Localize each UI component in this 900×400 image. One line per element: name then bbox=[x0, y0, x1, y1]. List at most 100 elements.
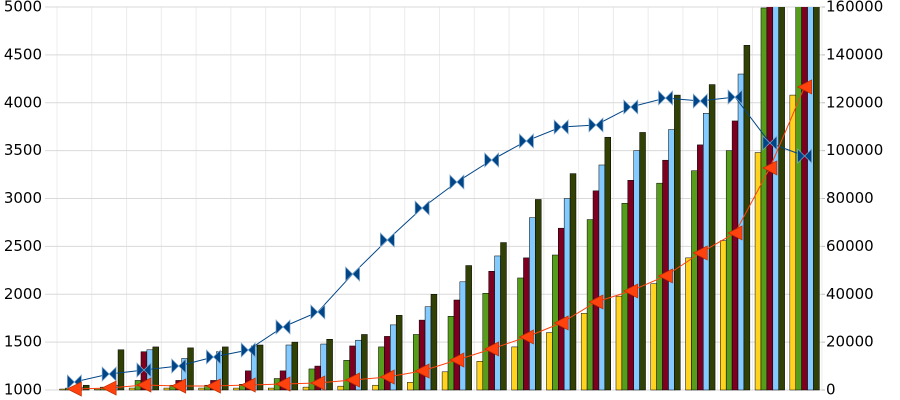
bar bbox=[621, 203, 629, 391]
y-tick-label: 4500 bbox=[4, 45, 42, 63]
bar bbox=[94, 388, 101, 391]
y2-tick-label: 140000 bbox=[826, 45, 883, 63]
y2-tick-label: 40000 bbox=[826, 285, 874, 303]
bar bbox=[476, 361, 484, 391]
marker bbox=[205, 378, 221, 394]
bar bbox=[801, 7, 808, 391]
bar bbox=[308, 368, 316, 391]
marker bbox=[623, 99, 639, 115]
bar bbox=[708, 84, 716, 391]
bar bbox=[795, 7, 802, 391]
bar bbox=[378, 346, 385, 391]
bar bbox=[580, 313, 588, 391]
bar bbox=[604, 136, 612, 391]
y-tick-label: 3500 bbox=[4, 141, 42, 159]
marker bbox=[727, 89, 743, 105]
bar bbox=[546, 332, 553, 391]
marker bbox=[206, 349, 221, 365]
bar bbox=[627, 180, 634, 391]
marker bbox=[101, 380, 117, 396]
bar bbox=[650, 283, 657, 391]
bar bbox=[778, 7, 785, 391]
bar bbox=[343, 360, 350, 391]
bar bbox=[685, 257, 692, 391]
marker bbox=[101, 366, 117, 382]
marker bbox=[762, 135, 778, 151]
y2-tick-label: 0 bbox=[826, 381, 836, 399]
bar bbox=[187, 347, 194, 391]
bar bbox=[256, 344, 264, 391]
marker bbox=[449, 352, 465, 368]
bar bbox=[83, 384, 90, 391]
bar bbox=[754, 152, 762, 391]
marker bbox=[657, 268, 673, 284]
y2-tick-label: 60000 bbox=[826, 237, 874, 255]
bar bbox=[267, 387, 275, 391]
bar bbox=[731, 120, 739, 391]
bar bbox=[557, 227, 565, 391]
bar bbox=[128, 387, 136, 391]
bar bbox=[592, 190, 600, 391]
marker bbox=[797, 148, 812, 164]
marker bbox=[345, 266, 360, 282]
marker bbox=[240, 342, 256, 358]
bar bbox=[615, 295, 623, 391]
bar bbox=[59, 388, 66, 391]
bar bbox=[563, 198, 571, 391]
bar bbox=[807, 7, 814, 391]
bar bbox=[163, 387, 171, 391]
bar bbox=[633, 150, 640, 391]
bar bbox=[691, 170, 698, 391]
y2-tick-label: 100000 bbox=[826, 141, 883, 159]
y-tick-label: 1000 bbox=[4, 381, 42, 399]
marker bbox=[136, 362, 152, 378]
bar bbox=[222, 346, 229, 391]
bar bbox=[337, 385, 344, 391]
marker bbox=[66, 381, 82, 397]
marker bbox=[518, 329, 534, 345]
marker bbox=[692, 245, 708, 261]
bar bbox=[523, 257, 530, 391]
y2-tick-label: 80000 bbox=[826, 189, 874, 207]
marker bbox=[519, 133, 534, 149]
marker bbox=[310, 375, 326, 391]
marker bbox=[344, 372, 360, 388]
marker bbox=[553, 315, 569, 331]
bar bbox=[789, 94, 796, 391]
bar bbox=[418, 319, 426, 391]
bar bbox=[697, 144, 704, 391]
y-tick-label: 4000 bbox=[4, 93, 42, 111]
bar bbox=[482, 293, 489, 391]
bar bbox=[494, 255, 501, 391]
bar bbox=[569, 173, 577, 391]
bar bbox=[760, 7, 768, 391]
marker bbox=[622, 283, 639, 299]
line bbox=[74, 86, 806, 390]
marker bbox=[588, 294, 604, 310]
bar bbox=[488, 271, 495, 391]
bar bbox=[412, 334, 420, 391]
bar bbox=[117, 349, 125, 391]
bar bbox=[639, 132, 646, 391]
bar bbox=[766, 7, 774, 391]
tick-labels: 1000 1500 2000 2500 3000 3500 4000 4500 5000 0 200… bbox=[4, 0, 883, 399]
bar bbox=[772, 7, 779, 391]
y-tick-label: 2500 bbox=[4, 237, 42, 255]
bar bbox=[674, 94, 681, 391]
bar bbox=[361, 334, 368, 391]
bar bbox=[384, 336, 391, 391]
lines bbox=[66, 79, 812, 397]
marker bbox=[379, 232, 395, 248]
marker bbox=[136, 377, 152, 393]
marker bbox=[553, 119, 569, 135]
bar bbox=[725, 150, 733, 391]
marker bbox=[727, 225, 743, 241]
bar bbox=[535, 199, 542, 391]
line bbox=[74, 96, 805, 383]
marker bbox=[171, 358, 187, 374]
bar bbox=[453, 299, 461, 391]
y2-tick-label: 160000 bbox=[826, 0, 883, 16]
marker bbox=[658, 90, 673, 106]
marker bbox=[483, 341, 500, 357]
